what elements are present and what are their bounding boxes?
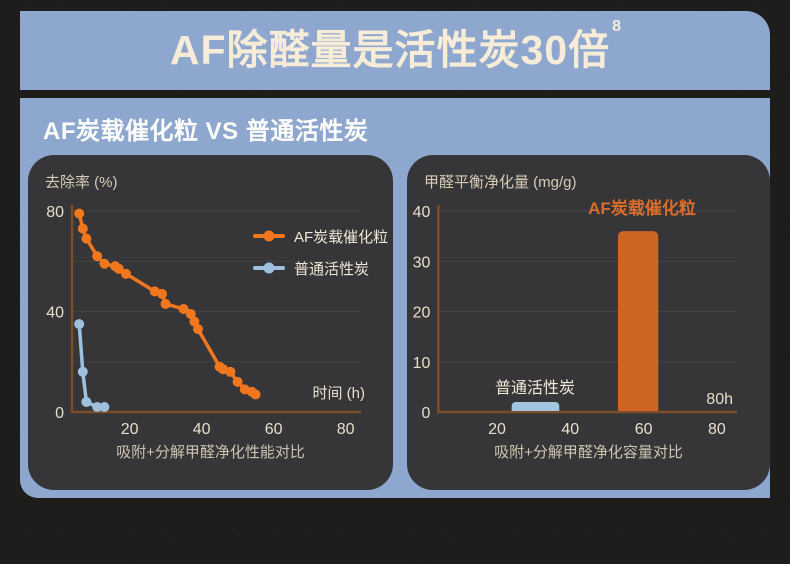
card-title: AF炭载催化粒 VS 普通活性炭 [43,118,369,145]
svg-text:60: 60 [265,421,283,438]
line-chart-caption: 吸附+分解甲醛净化性能对比 [116,444,305,461]
line-chart-x-axis-title: 时间 (h) [312,385,365,402]
line-chart-y-axis-title: 去除率 (%) [45,174,118,191]
svg-text:40: 40 [413,204,431,221]
legend-dot-blue [263,262,275,274]
bar-chart-caption: 吸附+分解甲醛净化容量对比 [494,444,683,461]
bar-chart-panel: 0 10 20 30 40 20 40 60 80 甲醛平衡净化量 (mg/g) AF炭载催化粒… [407,155,770,490]
chart-legend: AF炭载催化粒 普通活性炭 [253,225,388,289]
line-chart-panel: 0 40 80 20 40 60 80 去除率 (%) AF炭载催化粒 普通活性炭 时间 (… [28,155,393,490]
page-title: AF除醛量是活性炭30倍8 [169,19,621,73]
bar-chart-y-axis-title: 甲醛平衡净化量 (mg/g) [424,174,577,191]
header-banner: AF除醛量是活性炭30倍8 [20,11,770,90]
legend-line-blue [253,262,285,274]
svg-text:60: 60 [635,421,653,438]
svg-text:20: 20 [121,421,139,438]
svg-text:40: 40 [46,305,64,322]
bar-label-af: AF炭载催化粒 [588,199,696,218]
svg-text:0: 0 [55,405,64,422]
svg-text:0: 0 [421,405,430,422]
svg-text:40: 40 [561,421,579,438]
legend-dot-orange [263,230,275,242]
svg-text:10: 10 [413,355,431,372]
svg-text:80: 80 [708,421,726,438]
legend-item-ordinary: 普通活性炭 [253,257,388,279]
line-chart-svg: 0 40 80 20 40 60 80 [46,204,361,438]
legend-item-af: AF炭载催化粒 [253,225,388,247]
bar-label-ordinary: 普通活性炭 [494,380,575,397]
svg-text:20: 20 [488,421,506,438]
svg-text:40: 40 [193,421,211,438]
duration-annotation: 80h [706,391,733,408]
svg-text:80: 80 [46,204,64,221]
legend-line-orange [253,230,285,242]
svg-text:20: 20 [413,305,431,322]
comparison-card: AF炭载催化粒 VS 普通活性炭 0 40 80 20 40 60 80 去除率 (%) A… [20,98,770,498]
bar-chart-svg: 0 10 20 30 40 20 40 60 80 [413,204,737,438]
legend-label-af: AF炭载催化粒 [294,228,389,246]
footnote-marker: 8 [612,18,623,36]
page-title-text: AF除醛量是活性炭30倍 [169,27,611,73]
legend-label-ordinary: 普通活性炭 [294,260,370,278]
svg-text:80: 80 [337,421,355,438]
svg-text:30: 30 [413,254,431,271]
